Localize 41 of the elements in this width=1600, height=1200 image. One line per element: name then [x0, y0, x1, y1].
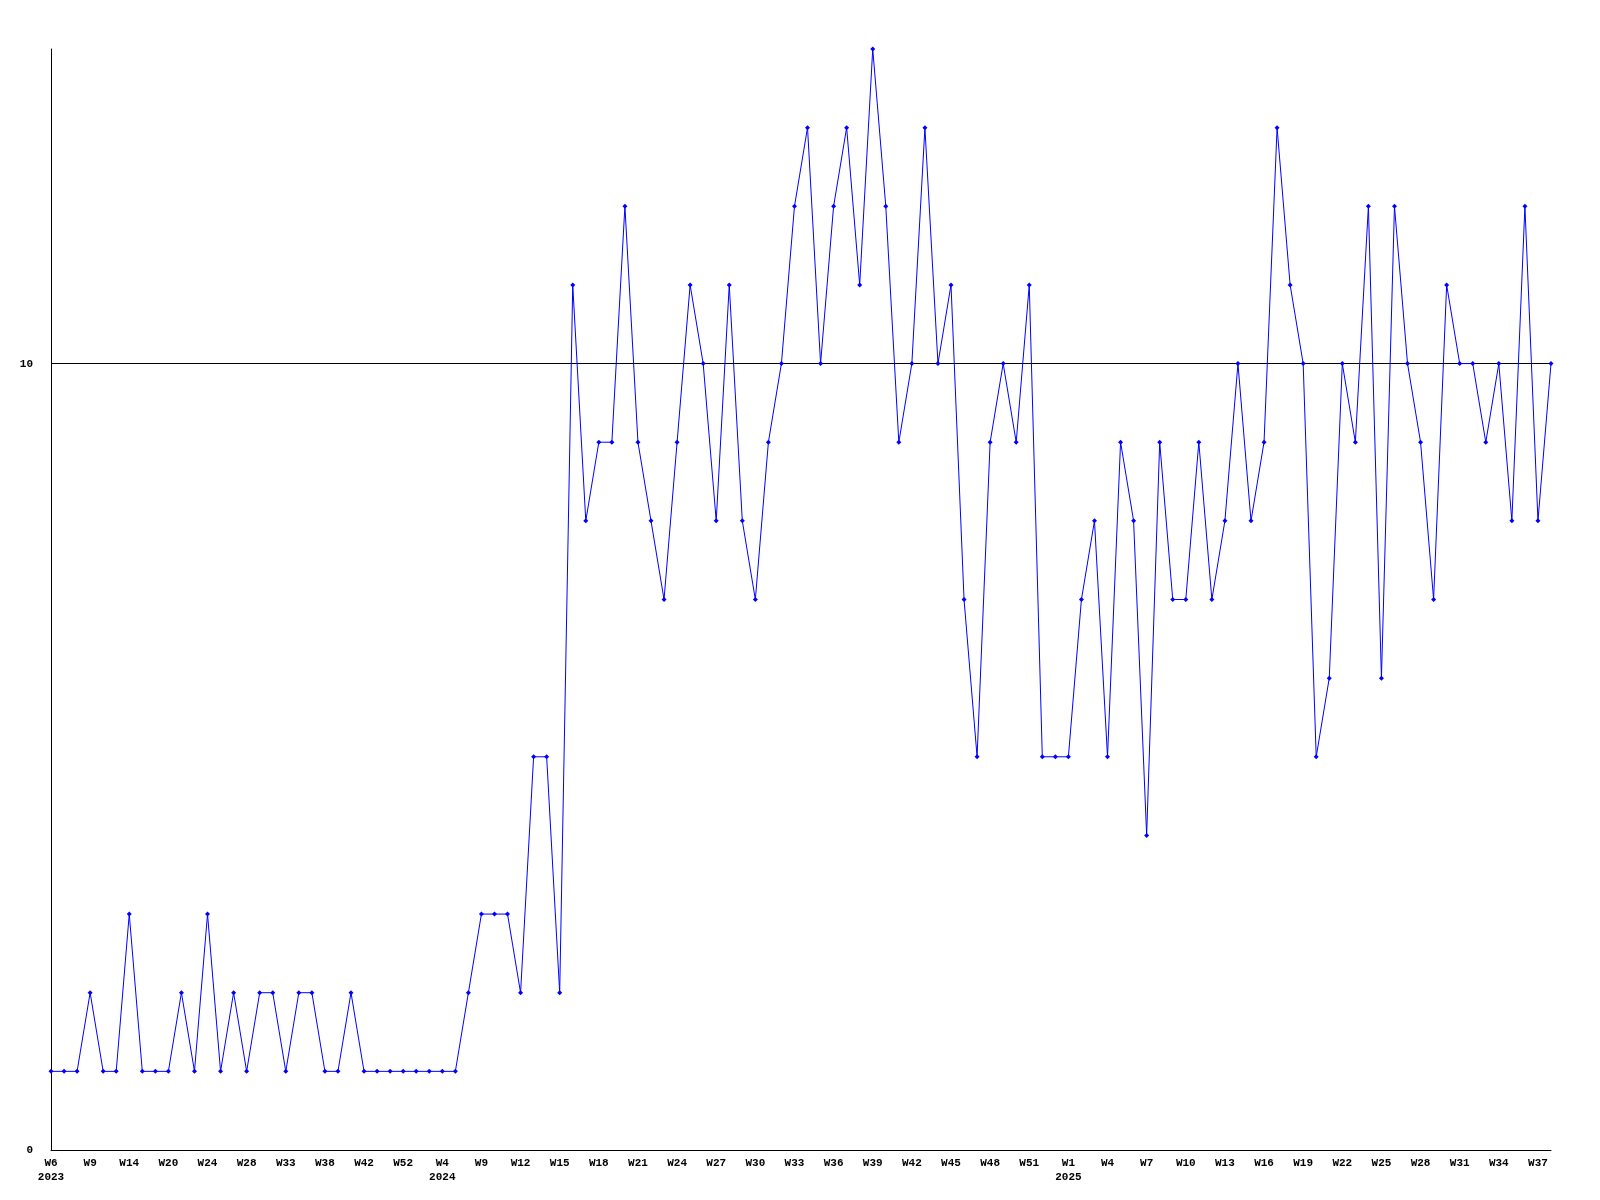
x-tick-label: W16	[1254, 1157, 1274, 1169]
x-tick-label: W12	[510, 1157, 531, 1169]
x-tick-label: W37	[1528, 1157, 1548, 1169]
x-tick-label: W20	[158, 1157, 179, 1169]
x-tick-label: W42	[354, 1157, 374, 1169]
x-tick-label: W13	[1215, 1157, 1236, 1169]
x-tick-label: W22	[1332, 1157, 1353, 1169]
x-tick-label: W6 2023	[37, 1157, 65, 1183]
x-tick-label: W27	[706, 1157, 727, 1169]
x-tick-label: W48	[980, 1157, 1001, 1169]
x-tick-label: W24	[667, 1157, 688, 1169]
x-tick-label: W39	[862, 1157, 883, 1169]
x-tick-label: W9	[474, 1157, 489, 1169]
x-tick-label: W33	[275, 1157, 297, 1169]
x-tick-label: W42	[901, 1157, 922, 1169]
x-tick-label: W25	[1371, 1157, 1392, 1169]
x-tick-label: W34	[1488, 1157, 1510, 1169]
x-tick-label: W19	[1293, 1157, 1314, 1169]
x-tick-label: W4 2024	[429, 1157, 456, 1183]
x-tick-label: W1 2025	[1055, 1157, 1082, 1183]
x-tick-label: W28	[1410, 1157, 1431, 1169]
x-tick-label: W9	[83, 1157, 97, 1169]
x-tick-label: W45	[941, 1157, 962, 1169]
x-tick-label: W15	[549, 1157, 570, 1169]
x-tick-label: W51	[1019, 1157, 1040, 1169]
x-tick-label: W7	[1140, 1157, 1154, 1169]
x-tick-label: W10	[1175, 1157, 1196, 1169]
x-tick-label: W31	[1449, 1157, 1470, 1169]
x-tick-label: W52	[393, 1157, 414, 1169]
y-tick-label: 10	[19, 357, 33, 370]
x-tick-label: W33	[784, 1157, 805, 1169]
x-tick-label: W24	[197, 1157, 218, 1169]
x-tick-label: W36	[823, 1157, 844, 1169]
x-tick-label: W30	[745, 1157, 766, 1169]
x-tick-label: W4	[1100, 1157, 1115, 1169]
x-tick-label: W18	[588, 1157, 610, 1169]
x-tick-label: W38	[315, 1157, 336, 1169]
x-tick-label: W28	[236, 1157, 257, 1169]
y-tick-label: 0	[26, 1144, 33, 1156]
x-tick-label: W21	[628, 1157, 649, 1169]
x-tick-label: W14	[119, 1157, 140, 1169]
